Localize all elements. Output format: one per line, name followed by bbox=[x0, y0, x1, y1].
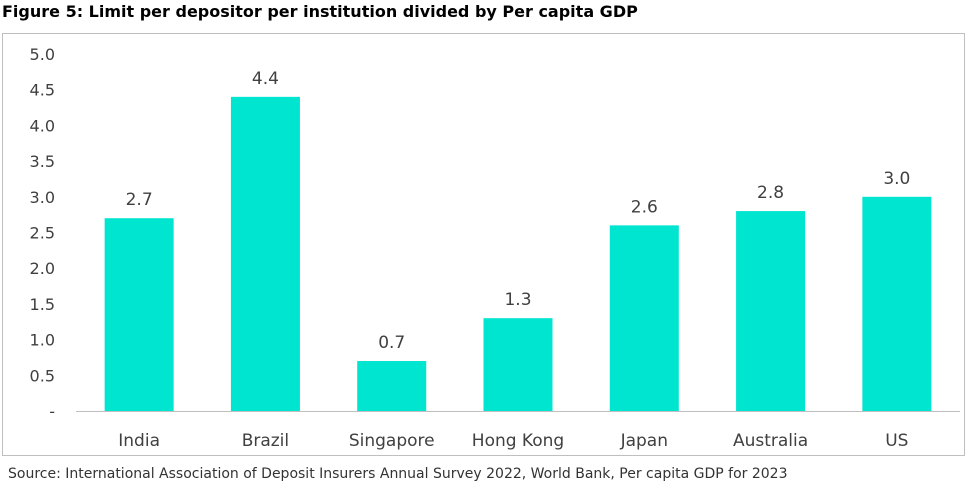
y-tick-label: 3.0 bbox=[30, 188, 55, 207]
source-note: Source: International Association of Dep… bbox=[8, 466, 788, 482]
y-tick-label: 4.5 bbox=[30, 81, 55, 100]
x-tick-label: US bbox=[885, 431, 908, 451]
y-tick-label: 1.5 bbox=[30, 295, 55, 314]
y-tick-label: 2.5 bbox=[30, 224, 55, 243]
x-tick-label: India bbox=[118, 431, 160, 451]
x-tick-label: Brazil bbox=[242, 431, 289, 451]
chart-title: Figure 5: Limit per depositor per instit… bbox=[2, 2, 638, 21]
x-tick-label: Japan bbox=[620, 431, 668, 451]
y-tick-label: 0.5 bbox=[30, 366, 55, 385]
data-label: 1.3 bbox=[504, 290, 531, 310]
bar bbox=[357, 361, 427, 411]
x-tick-label: Australia bbox=[733, 431, 808, 451]
data-label: 4.4 bbox=[252, 69, 279, 89]
data-labels: 2.7 4.4 0.7 1.3 2.6 2.8 3.0 bbox=[126, 69, 911, 353]
bar bbox=[230, 96, 300, 411]
x-tick-label: Hong Kong bbox=[472, 431, 564, 451]
y-tick-label: 2.0 bbox=[30, 259, 55, 278]
bar bbox=[862, 196, 932, 411]
y-tick-label: 1.0 bbox=[30, 331, 55, 350]
y-tick-label: 3.5 bbox=[30, 152, 55, 171]
data-label: 2.6 bbox=[631, 197, 658, 217]
data-label: 2.7 bbox=[126, 190, 153, 210]
bar bbox=[736, 211, 806, 411]
bars bbox=[104, 96, 932, 411]
y-tick-label: - bbox=[49, 402, 55, 421]
bar bbox=[483, 318, 553, 411]
data-label: 0.7 bbox=[378, 333, 405, 353]
y-tick-label: 4.0 bbox=[30, 116, 55, 135]
bar bbox=[104, 218, 174, 411]
data-label: 3.0 bbox=[883, 169, 910, 189]
x-axis: India Brazil Singapore Hong Kong Japan Austra… bbox=[118, 431, 908, 451]
x-tick-label: Singapore bbox=[349, 431, 435, 451]
y-axis: - 0.5 1.0 1.5 2.0 2.5 3.0 3.5 4.0 4.5 5.0 bbox=[30, 45, 55, 421]
data-label: 2.8 bbox=[757, 183, 784, 203]
chart-frame bbox=[2, 33, 965, 456]
bar bbox=[609, 225, 679, 411]
y-tick-label: 5.0 bbox=[30, 45, 55, 64]
